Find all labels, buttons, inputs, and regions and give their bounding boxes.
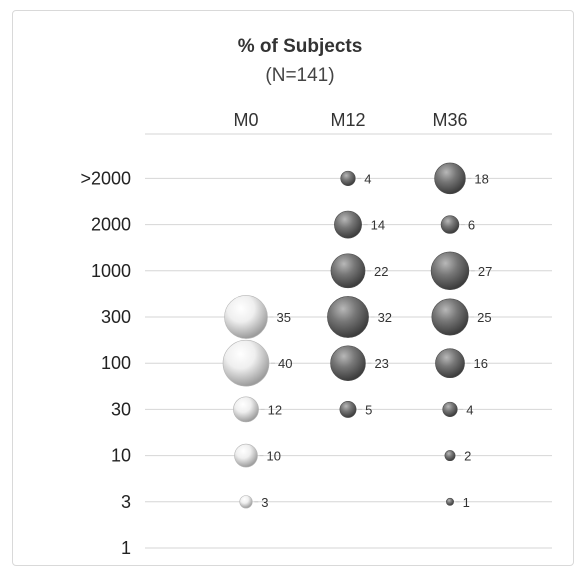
y-tick-label: 100 [101,353,131,373]
column-header-m0: M0 [233,110,258,130]
data-label: 23 [374,356,388,371]
bubble [224,295,268,339]
y-tick-label: 30 [111,399,131,419]
bubble [430,251,470,290]
data-label: 25 [477,310,491,325]
chart-title: % of Subjects [238,36,363,57]
bubble [339,400,357,418]
data-label: 18 [474,171,488,186]
data-label: 2 [464,449,471,464]
data-label: 3 [261,495,268,510]
column-header-m36: M36 [432,110,467,130]
y-tick-label: 300 [101,307,131,327]
data-label: 12 [268,402,282,417]
bubble [233,396,259,423]
bubble [330,253,366,289]
data-label: 5 [365,402,372,417]
bubble [239,495,253,509]
data-label: 6 [468,218,475,233]
y-tick-label: >2000 [80,168,131,188]
y-tick-label: 1000 [91,261,131,281]
y-tick-label: 10 [111,446,131,466]
chart-frame [12,10,574,566]
data-label: 1 [463,495,470,510]
bubble [435,348,465,379]
chart-subtitle: (N=141) [265,65,334,86]
bubble [444,450,456,462]
bubble [440,215,460,234]
data-label: 10 [267,449,281,464]
y-tick-label: 3 [121,492,131,512]
bubble [330,345,366,381]
bubble [234,443,258,468]
data-label: 40 [278,356,292,371]
data-label: 4 [466,402,473,417]
y-tick-label: 1 [121,538,131,558]
bubble [327,296,369,338]
bubble [340,170,356,186]
gridlines [145,133,552,549]
data-label: 32 [378,310,392,325]
y-tick-label: 2000 [91,215,131,235]
data-label: 35 [277,310,291,325]
bubble [431,298,469,336]
data-label: 16 [474,356,488,371]
data-label: 22 [374,264,388,279]
data-label: 14 [371,218,385,233]
data-label: 4 [364,171,371,186]
y-axis-ticks: 1 3 10 30 100 300 1000 2000 >2000 [80,168,131,558]
bubble [442,401,458,417]
bubble [446,497,454,506]
bubble [334,210,362,239]
data-label: 27 [478,264,492,279]
bubble [434,162,466,195]
bubble [222,339,270,387]
column-header-m12: M12 [330,110,365,130]
column-headers: M0 M12 M36 [233,110,467,130]
